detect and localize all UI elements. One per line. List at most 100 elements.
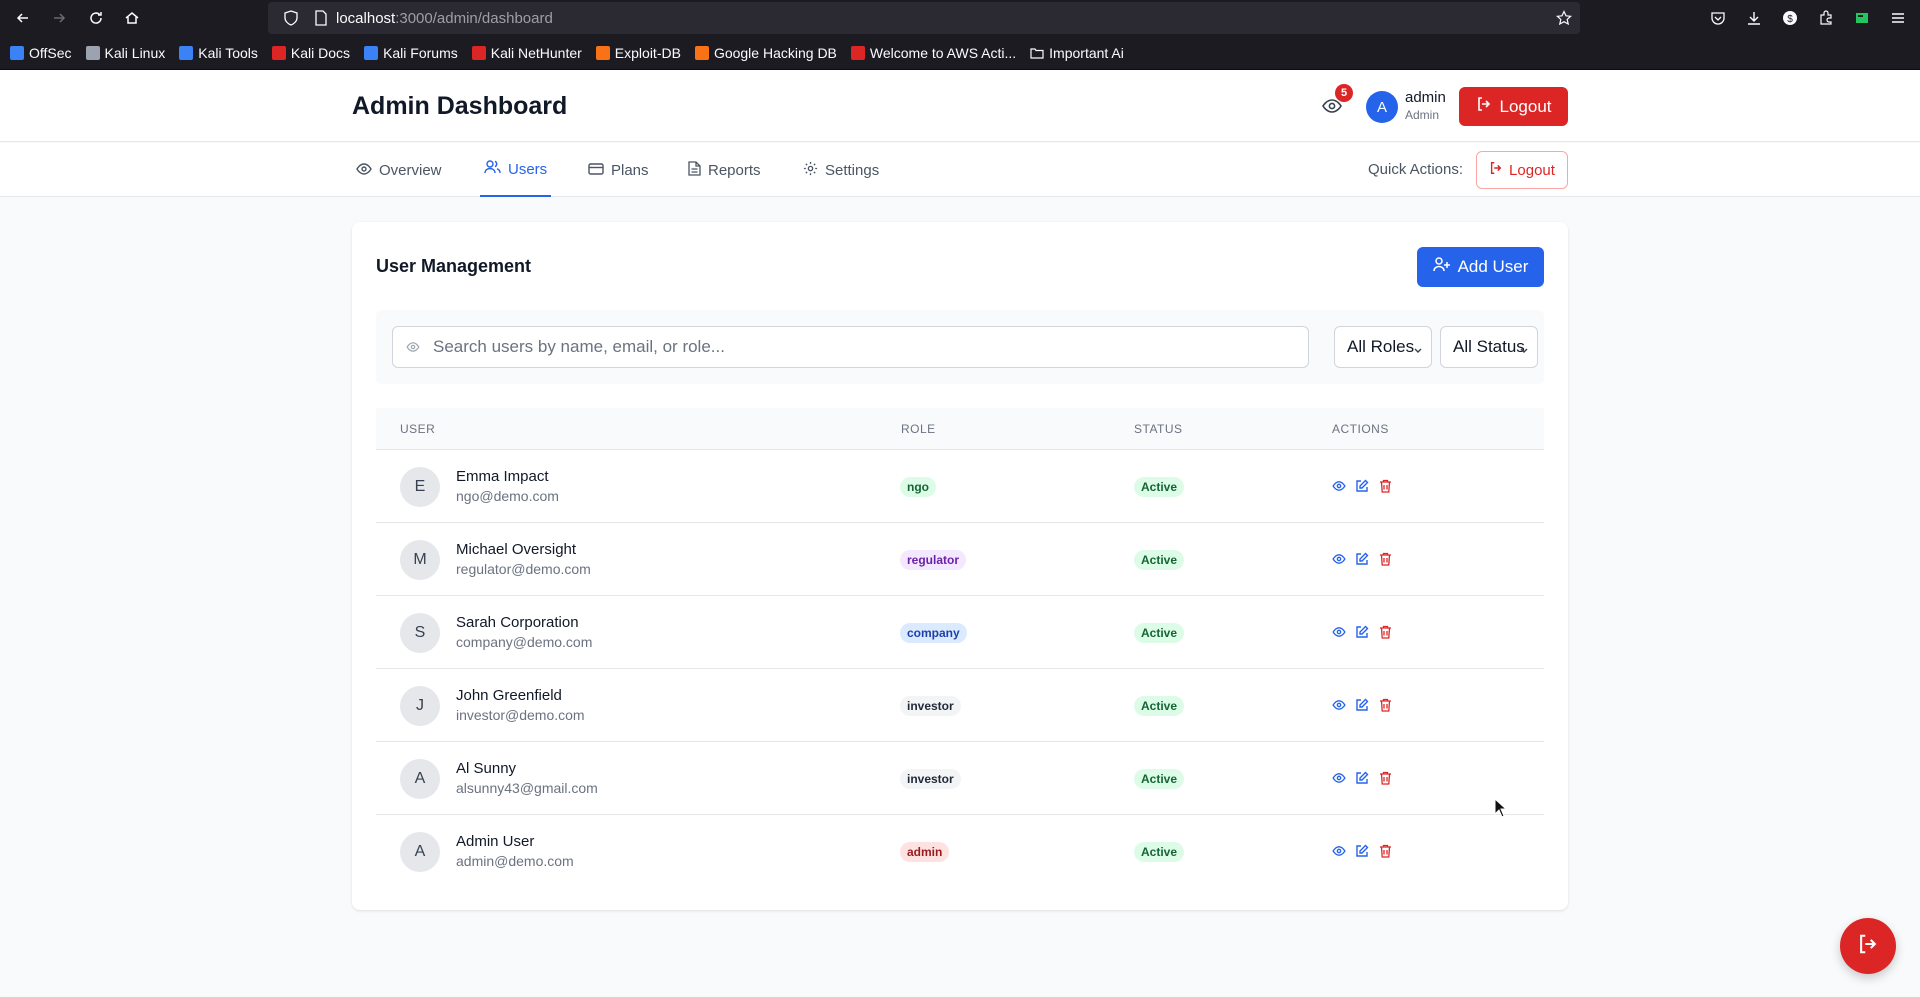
trash-icon[interactable]	[1376, 696, 1394, 714]
eye-icon	[356, 162, 372, 179]
tab-label: Settings	[825, 161, 880, 179]
tab-overview[interactable]: Overview	[356, 143, 442, 197]
avatar[interactable]: A	[1366, 91, 1398, 123]
bookmark-item[interactable]: Kali NetHunter	[471, 45, 582, 61]
bookmark-item[interactable]: Kali Docs	[271, 45, 350, 61]
floating-logout-button[interactable]	[1840, 918, 1896, 974]
user-plus-icon	[1432, 257, 1450, 277]
view-eye-icon[interactable]	[1330, 842, 1348, 860]
bookmark-item[interactable]: Important Ai	[1030, 45, 1124, 61]
view-eye-icon[interactable]	[1330, 477, 1348, 495]
extensions-icon[interactable]	[1808, 0, 1844, 36]
bookmark-star-icon[interactable]	[1556, 10, 1572, 31]
view-eye-icon[interactable]	[1330, 550, 1348, 568]
avatar: S	[400, 613, 440, 653]
quick-actions-label: Quick Actions:	[1368, 161, 1464, 178]
edit-icon[interactable]	[1353, 550, 1371, 568]
view-eye-icon[interactable]	[1330, 623, 1348, 641]
trash-icon[interactable]	[1376, 842, 1394, 860]
user-name: Sarah Corporation	[456, 614, 579, 631]
edit-icon[interactable]	[1353, 623, 1371, 641]
user-name: Michael Oversight	[456, 541, 577, 558]
back-icon[interactable]	[5, 0, 41, 36]
url-host: localhost	[336, 9, 396, 27]
bookmark-label: Kali Forums	[383, 44, 458, 61]
menu-icon[interactable]	[1880, 0, 1916, 36]
app-header: Admin Dashboard 5 A admin Admin Logout	[0, 70, 1920, 142]
status-filter-select[interactable]: All Status	[1440, 326, 1538, 368]
avatar: J	[400, 686, 440, 726]
role-badge: regulator	[900, 550, 967, 570]
edit-icon[interactable]	[1353, 842, 1371, 860]
search-box[interactable]	[392, 326, 1309, 368]
edit-icon[interactable]	[1353, 696, 1371, 714]
bookmark-label: OffSec	[29, 44, 72, 61]
bookmark-favicon-icon	[364, 45, 379, 60]
reload-icon[interactable]	[78, 0, 114, 36]
table-row: S Sarah Corporation company@demo.com compan…	[376, 596, 1544, 669]
role-badge: ngo	[900, 477, 936, 497]
tabs-bar: Overview Users Plans Reports Settings Qu…	[0, 143, 1920, 197]
user-management-card: User Management Add User All Roles All S…	[352, 222, 1568, 910]
bookmark-favicon-icon	[179, 45, 194, 60]
view-eye-icon[interactable]	[1330, 696, 1348, 714]
search-input[interactable]	[433, 337, 1293, 357]
bookmark-item[interactable]: Welcome to AWS Acti...	[850, 45, 1016, 61]
folder-icon	[1030, 46, 1044, 60]
role-filter-select[interactable]: All Roles	[1334, 326, 1432, 368]
avatar: A	[400, 832, 440, 872]
status-badge: Active	[1134, 769, 1185, 789]
notification-badge: 5	[1335, 84, 1353, 102]
trash-icon[interactable]	[1376, 550, 1394, 568]
bookmark-item[interactable]: Kali Forums	[364, 45, 458, 61]
tab-plans[interactable]: Plans	[588, 143, 649, 197]
user-email: company@demo.com	[456, 634, 593, 650]
account-icon[interactable]: $	[1772, 0, 1808, 36]
add-user-button[interactable]: Add User	[1417, 247, 1544, 287]
home-icon[interactable]	[114, 0, 150, 36]
trash-icon[interactable]	[1376, 477, 1394, 495]
pocket-icon[interactable]	[1700, 0, 1736, 36]
status-badge: Active	[1134, 623, 1185, 643]
status-badge: Active	[1134, 477, 1185, 497]
bookmark-item[interactable]: Kali Linux	[85, 45, 165, 61]
page-icon	[306, 10, 336, 26]
bookmark-item[interactable]: OffSec	[10, 45, 72, 61]
forward-icon[interactable]	[41, 0, 77, 36]
tab-label: Users	[508, 160, 548, 178]
edit-icon[interactable]	[1353, 477, 1371, 495]
browser-toolbar: localhost:3000/admin/dashboard $	[0, 0, 1920, 36]
file-text-icon	[688, 160, 701, 180]
quick-logout-label: Logout	[1509, 161, 1555, 179]
download-icon[interactable]	[1736, 0, 1772, 36]
user-name: John Greenfield	[456, 687, 562, 704]
tab-label: Overview	[379, 161, 442, 179]
url-bar[interactable]: localhost:3000/admin/dashboard	[268, 2, 1580, 34]
bookmark-label: Kali Tools	[198, 44, 258, 61]
user-name: Al Sunny	[456, 760, 517, 777]
trash-icon[interactable]	[1376, 623, 1394, 641]
bookmark-favicon-icon	[10, 45, 24, 60]
tab-users[interactable]: Users	[480, 143, 552, 197]
logout-button[interactable]: Logout	[1459, 87, 1568, 126]
user-email: ngo@demo.com	[456, 488, 559, 504]
browser-extensions: $	[1700, 0, 1916, 36]
bookmark-item[interactable]: Kali Tools	[179, 45, 258, 61]
shield-icon[interactable]	[276, 10, 306, 26]
quick-logout-button[interactable]: Logout	[1476, 151, 1568, 189]
credit-card-icon	[588, 162, 604, 179]
view-eye-icon[interactable]	[1330, 769, 1348, 787]
bookmark-item[interactable]: Google Hacking DB	[694, 45, 837, 61]
edit-icon[interactable]	[1353, 769, 1371, 787]
bookmark-item[interactable]: Exploit-DB	[595, 45, 681, 61]
trash-icon[interactable]	[1376, 769, 1394, 787]
terminal-extension-icon[interactable]	[1844, 0, 1880, 36]
column-header-user: USER	[400, 422, 436, 436]
column-header-role: ROLE	[901, 422, 936, 436]
tab-reports[interactable]: Reports	[688, 143, 761, 197]
role-badge: admin	[900, 842, 950, 862]
tab-settings[interactable]: Settings	[803, 143, 879, 197]
user-email: alsunny43@gmail.com	[456, 780, 598, 796]
role-badge: investor	[900, 696, 961, 716]
notifications-eye-icon[interactable]	[1318, 92, 1346, 120]
